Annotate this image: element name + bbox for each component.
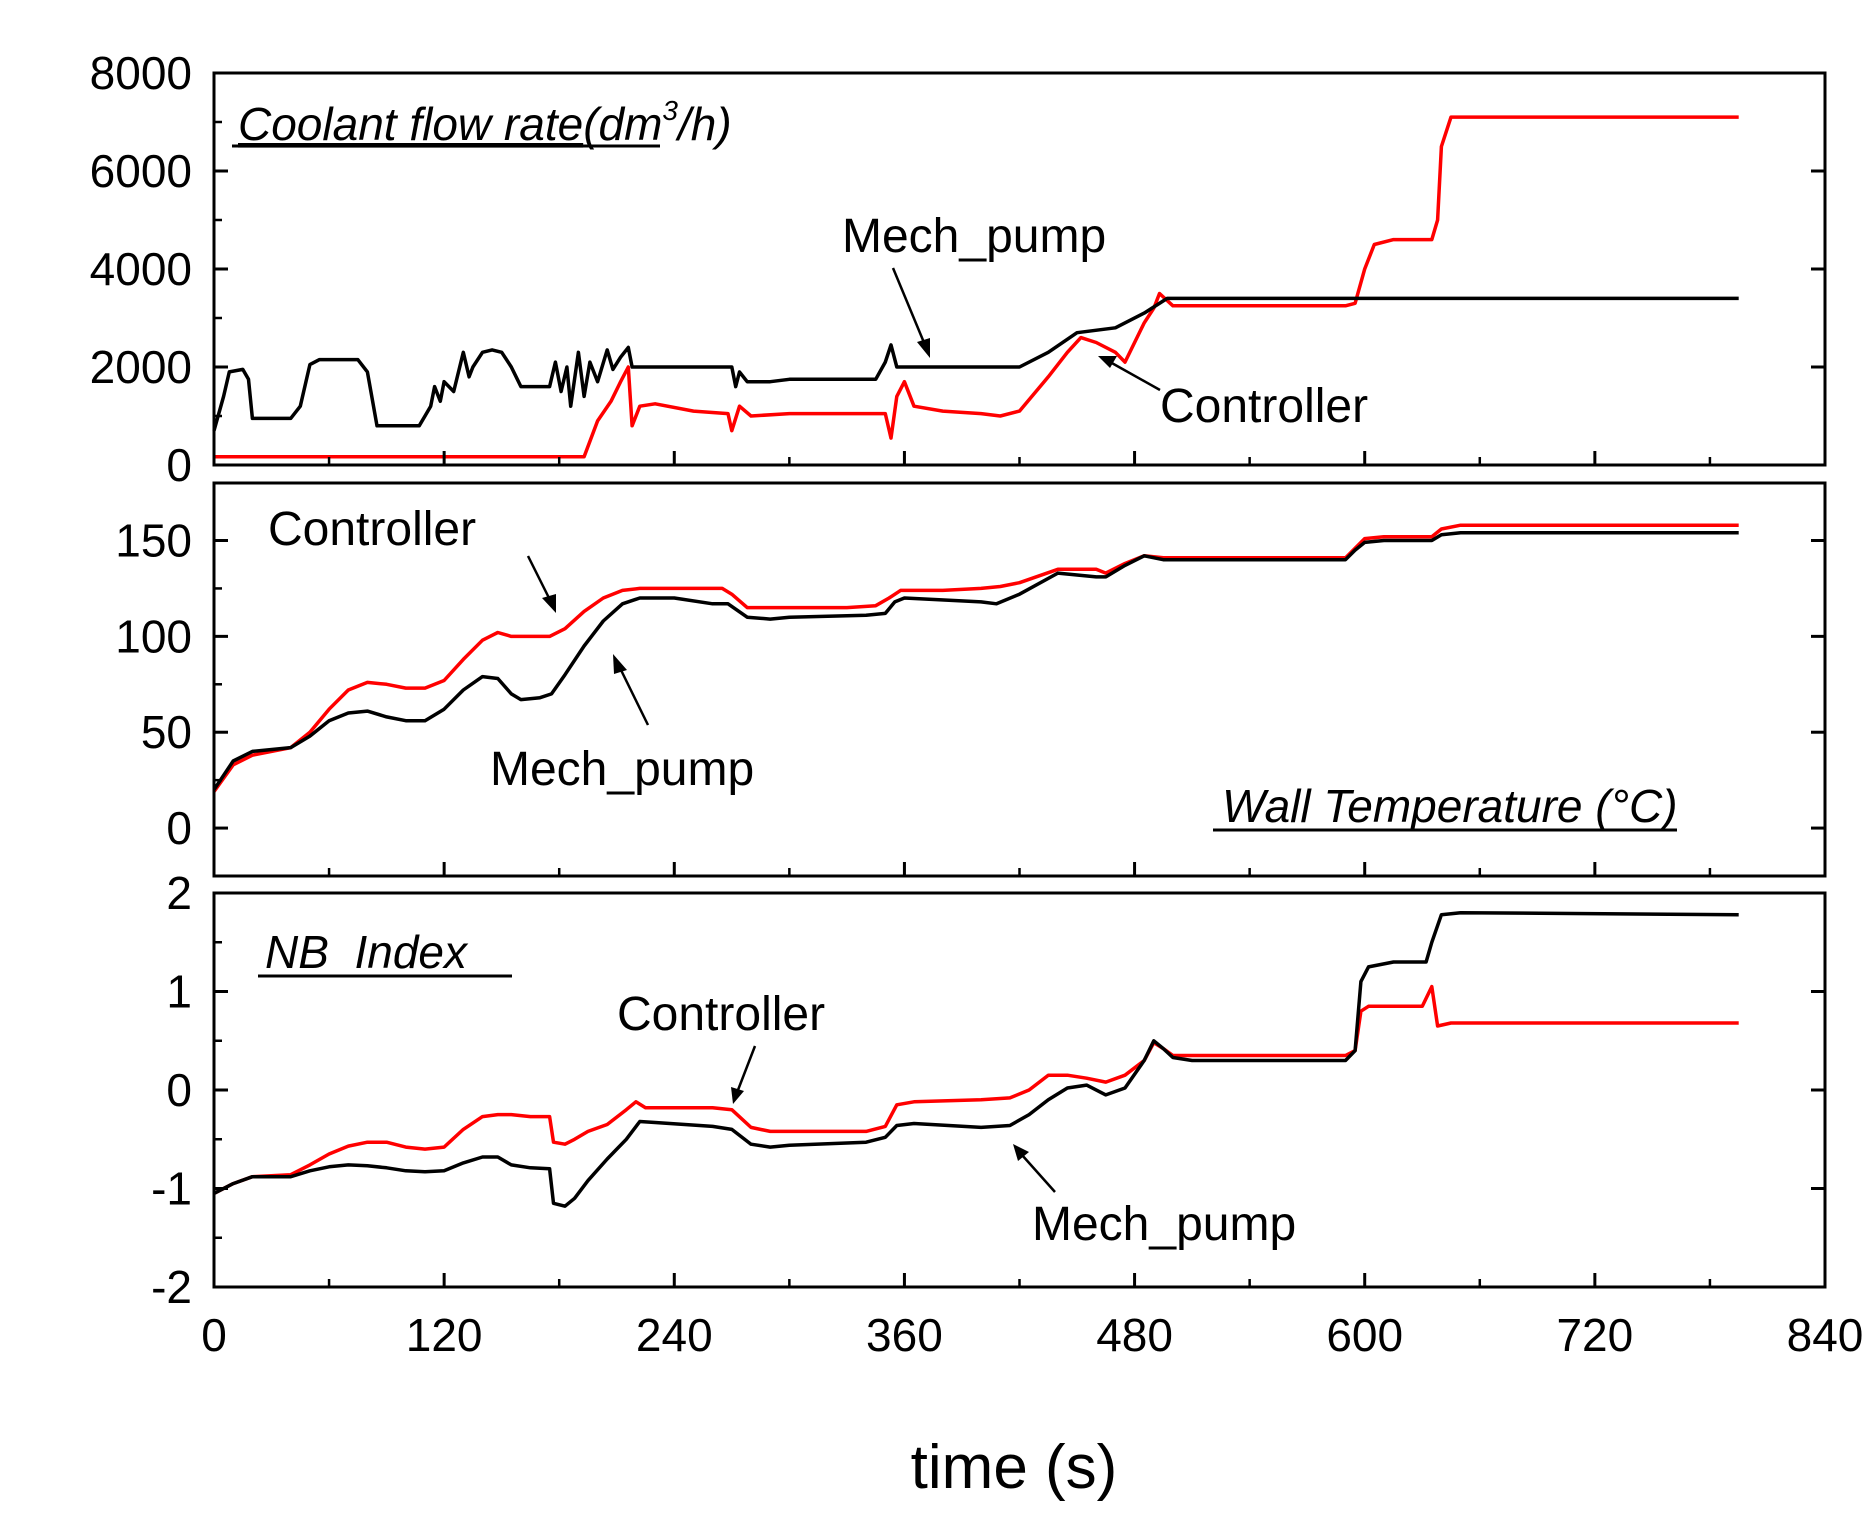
x-axis-title: time (s)	[911, 1433, 1118, 1502]
series-line-flow-mech-pump	[212, 296, 1739, 432]
panel-nb-index: -2 -1 0 1 2 NB Index Controller Mech_pump	[151, 867, 1827, 1313]
x-tick-label: 840	[1787, 1309, 1864, 1361]
annotation-flow-mech-pump: Mech_pump	[842, 210, 1106, 263]
annotation-temperature-mech-pump: Mech_pump	[490, 743, 754, 796]
panel-title-flow-unit-end: /h)	[675, 98, 732, 150]
panel-title-flow-unit: (dm	[583, 98, 662, 150]
y-tick-label-nb: 0	[166, 1064, 192, 1116]
y-tick-label-flow: 2000	[90, 341, 192, 393]
y-tick-label-flow: 6000	[90, 145, 192, 197]
y-axis-nb: -2 -1 0 1 2	[151, 867, 1827, 1313]
y-axis-temperature: 0 50 100 150	[115, 515, 1827, 876]
y-tick-label-nb: -2	[151, 1261, 192, 1313]
x-tick-label: 360	[866, 1309, 943, 1361]
annotation-nb-mech-pump-arrow	[1021, 1154, 1056, 1193]
panel-coolant-flow: 0 2000 4000 6000 8000 Coolant flow rate(dm3/…	[90, 47, 1827, 491]
annotation-flow-controller-arrow	[1109, 360, 1161, 392]
annotation-nb-controller: Controller	[617, 988, 825, 1041]
panel-wall-temperature: 0 50 100 150 Wall Temperature (°C) Controll…	[115, 481, 1827, 878]
y-tick-label-temperature: 0	[166, 802, 192, 854]
y-tick-label-flow: 8000	[90, 47, 192, 99]
series-line-temperature-mech-pump	[212, 531, 1739, 791]
y-tick-label-flow: 4000	[90, 243, 192, 295]
panel-title-temperature-unit: (°C)	[1595, 780, 1677, 832]
annotation-flow-controller-arrowhead	[1098, 356, 1117, 368]
series-line-flow-controller	[214, 115, 1739, 459]
annotation-temperature-controller-arrow	[526, 555, 552, 601]
series-layer-temperature	[212, 523, 1739, 793]
annotation-nb-controller-arrow	[736, 1045, 757, 1091]
y-tick-label-temperature: 100	[115, 610, 192, 662]
annotation-flow-mech-pump-arrow	[891, 267, 927, 346]
series-layer-nb	[213, 910, 1739, 1208]
annotation-nb-mech-pump-arrowhead	[1013, 1144, 1029, 1161]
panel-title-flow: Coolant flow rate(dm3/h)	[238, 95, 732, 150]
y-tick-label-nb: 2	[166, 867, 192, 919]
panel-title-flow-sup: 3	[662, 95, 678, 126]
x-tick-label: 720	[1556, 1309, 1633, 1361]
panel-title-flow-main: Coolant flow rate	[238, 98, 583, 150]
x-tick-label: 120	[406, 1309, 483, 1361]
annotation-flow-mech-pump-arrowhead	[917, 338, 930, 358]
y-tick-label-nb: -1	[151, 1163, 192, 1215]
y-tick-label-temperature: 150	[115, 515, 192, 567]
x-tick-label: 240	[636, 1309, 713, 1361]
x-tick-label: 0	[201, 1309, 227, 1361]
y-tick-label-temperature: 50	[141, 706, 192, 758]
annotation-temperature-mech-pump-arrow	[618, 667, 650, 726]
annotation-temperature-mech-pump-arrowhead	[613, 654, 627, 674]
annotation-temperature-controller: Controller	[268, 503, 476, 556]
y-tick-label-flow: 0	[166, 439, 192, 491]
panel-title-nb: NB Index	[265, 926, 469, 978]
y-axis-flow: 0 2000 4000 6000 8000	[90, 47, 1827, 491]
y-tick-label-nb: 1	[166, 966, 192, 1018]
series-line-nb-mech-pump	[213, 910, 1739, 1208]
annotation-nb-mech-pump: Mech_pump	[1032, 1198, 1296, 1251]
x-tick-label: 600	[1326, 1309, 1403, 1361]
x-axis: 0 120 240 360 480 600 720 840	[201, 1309, 1863, 1361]
x-tick-label: 480	[1096, 1309, 1173, 1361]
series-line-nb-controller	[213, 984, 1739, 1195]
annotation-temperature-controller-arrowhead	[542, 594, 556, 613]
series-layer-flow	[212, 115, 1739, 459]
series-line-temperature-controller	[212, 523, 1739, 793]
annotation-flow-controller: Controller	[1160, 380, 1368, 433]
panel-title-temperature-main: Wall Temperature	[1222, 780, 1583, 832]
annotation-nb-controller-arrowhead	[731, 1087, 744, 1104]
panel-title-temperature: Wall Temperature (°C)	[1222, 780, 1678, 832]
